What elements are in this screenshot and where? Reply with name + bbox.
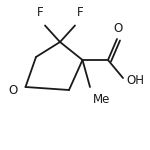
Text: O: O <box>114 21 123 34</box>
Text: O: O <box>9 84 18 96</box>
Text: OH: OH <box>126 75 144 87</box>
Text: F: F <box>37 6 44 20</box>
Text: F: F <box>76 6 83 20</box>
Text: Me: Me <box>93 93 110 106</box>
